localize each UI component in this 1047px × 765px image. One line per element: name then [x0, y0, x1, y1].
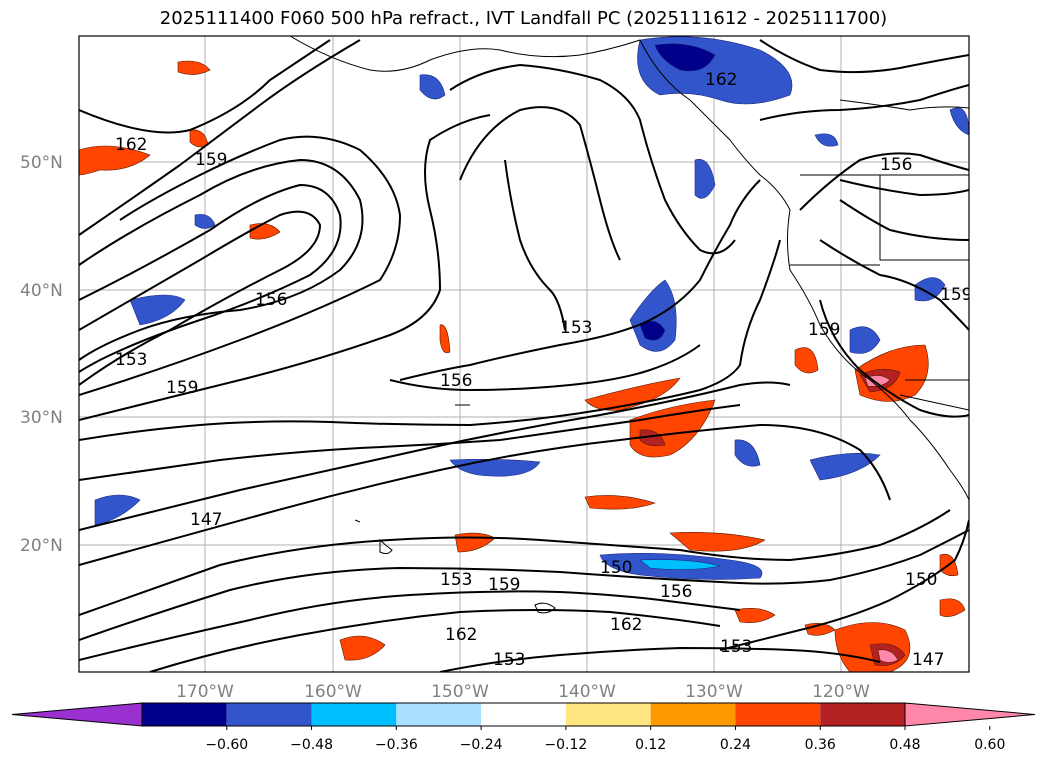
colorbar-tick-label: 0.24 [720, 737, 751, 753]
contour-label: 159 [940, 285, 972, 305]
colorbar-extend-high [904, 702, 1036, 727]
positive-ivt-patches [79, 60, 966, 672]
colorbar-segment [311, 703, 397, 726]
contour-label: 153 [493, 650, 525, 670]
lat-label: 30°N [20, 408, 63, 428]
colorbar: −0.60 −0.48 −0.36 −0.24 −0.12 0.12 0.24 0.36 0.4… [11, 702, 1036, 753]
colorbar-segment [481, 703, 566, 726]
colorbar-tick-label: −0.60 [205, 737, 248, 753]
contour-label: 147 [190, 510, 222, 530]
contour-label: 162 [115, 135, 147, 155]
colorbar-tick-label: −0.24 [460, 737, 503, 753]
contour-label: 150 [600, 558, 632, 578]
contour-label: 159 [166, 378, 198, 398]
colorbar-segment [226, 703, 312, 726]
lon-label: 150°W [431, 682, 489, 702]
latitude-labels: 50°N 40°N 30°N 20°N [20, 153, 63, 556]
map-area: 162 159 156 153 162 159 156 153 147 153 … [79, 36, 972, 672]
colorbar-tick-label: −0.48 [290, 737, 333, 753]
contour-labels: 162 159 156 153 162 159 156 153 147 153 … [115, 70, 972, 670]
contour-label: 162 [445, 625, 477, 645]
colorbar-segment [735, 703, 821, 726]
colorbar-tick-label: 0.36 [805, 737, 836, 753]
lon-label: 120°W [812, 682, 870, 702]
colorbar-segment [565, 703, 651, 726]
longitude-labels: 170°W 160°W 150°W 140°W 130°W 120°W [176, 682, 870, 702]
contour-label: 159 [195, 150, 227, 170]
colorbar-tick-label: 0.48 [889, 737, 920, 753]
lon-label: 140°W [558, 682, 616, 702]
lon-label: 170°W [176, 682, 234, 702]
lon-label: 160°W [304, 682, 362, 702]
map-title: 2025111400 F060 500 hPa refract., IVT La… [159, 8, 888, 29]
colorbar-segment [142, 703, 227, 726]
lat-label: 40°N [20, 281, 63, 301]
refractivity-contours [79, 39, 969, 672]
contour-label: 156 [255, 290, 287, 310]
colorbar-segment [820, 703, 905, 726]
colorbar-tick-label: 0.12 [635, 737, 666, 753]
contour-label: 162 [705, 70, 737, 90]
contour-label: 159 [488, 575, 520, 595]
contour-label: 150 [905, 570, 937, 590]
lon-label: 130°W [685, 682, 743, 702]
colorbar-segment [396, 703, 482, 726]
negative-ivt-patches [94, 36, 969, 580]
contour-label: 153 [440, 570, 472, 590]
contour-label: 162 [610, 615, 642, 635]
coastlines [289, 36, 969, 614]
colorbar-tick-label: −0.12 [544, 737, 587, 753]
colorbar-segment [650, 703, 736, 726]
contour-label: 156 [440, 371, 472, 391]
colorbar-outline [141, 702, 906, 727]
contour-label: 153 [115, 350, 147, 370]
contour-label: 156 [880, 155, 912, 175]
contour-label: 147 [912, 650, 944, 670]
colorbar-tick-label: 0.60 [974, 737, 1005, 753]
colorbar-tick-label: −0.36 [375, 737, 418, 753]
contour-label: 153 [720, 637, 752, 657]
contour-label: 159 [808, 320, 840, 340]
map-border [78, 35, 970, 673]
colorbar-extend-low [11, 702, 143, 727]
lat-label: 50°N [20, 153, 63, 173]
contour-label: 153 [560, 318, 592, 338]
contour-label: 156 [660, 582, 692, 602]
lat-label: 20°N [20, 536, 63, 556]
